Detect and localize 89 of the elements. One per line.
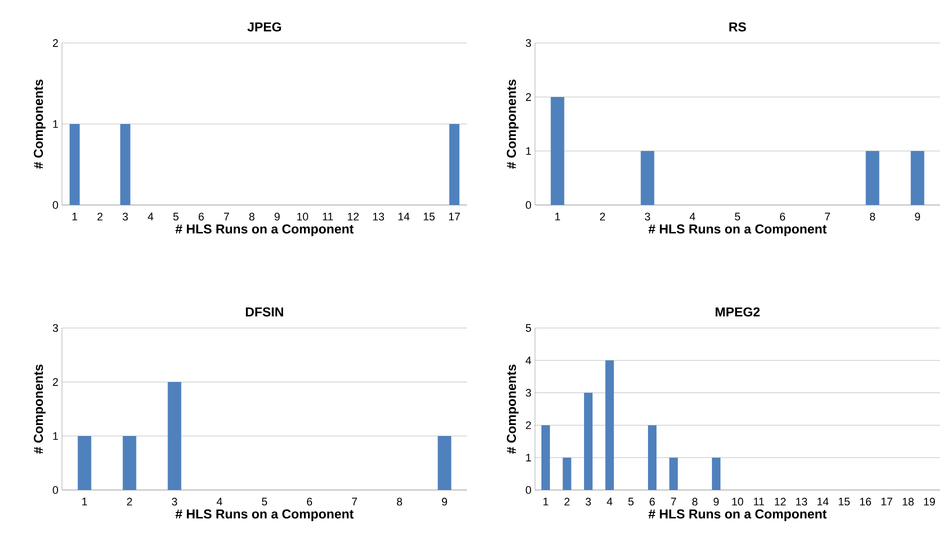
- bar: [605, 360, 614, 490]
- x-tick-label: 2: [97, 212, 102, 220]
- x-tick-label: 10: [297, 212, 308, 221]
- y-tick-label: 0: [526, 201, 532, 209]
- y-tick-label: 0: [526, 486, 532, 494]
- x-tick-label: 7: [352, 498, 357, 506]
- x-tick-label: 18: [902, 498, 914, 506]
- y-axis-title: # Components: [506, 80, 519, 169]
- bar: [584, 392, 593, 490]
- x-axis-title: # HLS Runs on a Component: [648, 509, 827, 522]
- x-tick-label: 15: [424, 212, 435, 220]
- chart-title: RS: [729, 22, 746, 32]
- x-tick-label: 11: [754, 498, 764, 506]
- x-tick-label: 6: [198, 212, 204, 221]
- y-tick-label: 2: [526, 93, 531, 101]
- y-tick-label: 2: [52, 378, 58, 386]
- x-tick-label: 17: [449, 212, 460, 220]
- bar: [541, 425, 550, 490]
- x-tick-label: 9: [274, 212, 280, 221]
- x-tick-label: 3: [122, 212, 128, 221]
- x-tick-label: 1: [543, 498, 548, 506]
- x-axis-title: # HLS Runs on a Component: [176, 224, 354, 236]
- x-tick-label: 4: [690, 212, 696, 220]
- x-tick-label: 6: [307, 498, 312, 506]
- y-tick-label: 2: [52, 39, 58, 47]
- x-tick-label: 5: [173, 212, 178, 220]
- bar: [669, 458, 678, 490]
- bar: [648, 425, 657, 490]
- y-tick-label: 0: [52, 201, 58, 209]
- x-tick-label: 7: [825, 212, 830, 220]
- x-tick-label: 5: [262, 498, 268, 506]
- x-tick-label: 8: [396, 498, 402, 506]
- x-tick-label: 1: [555, 212, 560, 220]
- x-tick-label: 15: [838, 498, 850, 506]
- x-tick-label: 2: [564, 498, 570, 506]
- y-tick-label: 1: [53, 120, 58, 128]
- y-tick-label: 3: [526, 39, 531, 47]
- x-tick-label: 9: [714, 498, 719, 506]
- y-axis-title: # Components: [34, 364, 46, 454]
- bar: [562, 458, 572, 490]
- x-tick-label: 9: [914, 212, 920, 221]
- y-axis-title: # Components: [506, 364, 519, 454]
- x-tick-label: 8: [249, 212, 254, 221]
- x-tick-label: 13: [373, 212, 384, 221]
- x-tick-label: 9: [442, 498, 448, 506]
- x-axis-title: # HLS Runs on a Component: [175, 509, 354, 522]
- x-tick-label: 7: [671, 498, 676, 506]
- x-tick-label: 19: [924, 498, 935, 506]
- x-tick-label: 7: [224, 212, 230, 220]
- x-tick-label: 10: [732, 498, 744, 506]
- x-tick-label: 2: [127, 498, 132, 506]
- x-tick-label: 1: [82, 498, 88, 506]
- x-tick-label: 12: [774, 498, 786, 506]
- x-tick-label: 16: [860, 498, 872, 506]
- x-tick-label: 5: [628, 498, 634, 506]
- x-tick-label: 6: [780, 212, 786, 221]
- x-tick-label: 4: [216, 498, 222, 506]
- y-tick-label: 0: [52, 486, 58, 494]
- x-tick-label: 2: [600, 212, 606, 220]
- x-tick-label: 14: [818, 498, 829, 506]
- bar: [712, 458, 720, 490]
- x-axis-title: # HLS Runs on a Component: [648, 224, 827, 236]
- y-tick-label: 1: [526, 454, 531, 462]
- x-tick-label: 4: [148, 212, 154, 220]
- x-tick-label: 3: [586, 498, 591, 506]
- x-tick-label: 6: [650, 498, 655, 506]
- x-tick-label: 13: [796, 498, 808, 506]
- x-tick-label: 4: [606, 498, 612, 506]
- chart-title: JPEG: [247, 22, 281, 32]
- x-tick-label: 12: [348, 212, 359, 220]
- x-tick-label: 11: [322, 212, 333, 220]
- chart-title: MPEG2: [716, 307, 760, 316]
- y-tick-label: 1: [53, 432, 58, 440]
- chart-title: DFSIN: [246, 307, 284, 316]
- x-tick-label: 3: [644, 212, 650, 221]
- x-tick-label: 14: [398, 212, 410, 220]
- x-tick-label: 5: [734, 212, 740, 220]
- y-tick-label: 3: [526, 388, 531, 397]
- x-tick-label: 3: [172, 498, 178, 506]
- y-tick-label: 2: [526, 421, 531, 430]
- y-tick-label: 5: [526, 324, 532, 332]
- x-tick-label: 8: [870, 212, 876, 221]
- y-tick-label: 3: [52, 324, 58, 332]
- x-tick-label: 8: [692, 498, 698, 506]
- x-tick-label: 1: [72, 212, 78, 220]
- y-tick-label: 1: [526, 147, 531, 155]
- y-tick-label: 4: [526, 356, 532, 364]
- y-axis-title: # Components: [34, 80, 46, 169]
- x-tick-label: 17: [881, 498, 892, 506]
